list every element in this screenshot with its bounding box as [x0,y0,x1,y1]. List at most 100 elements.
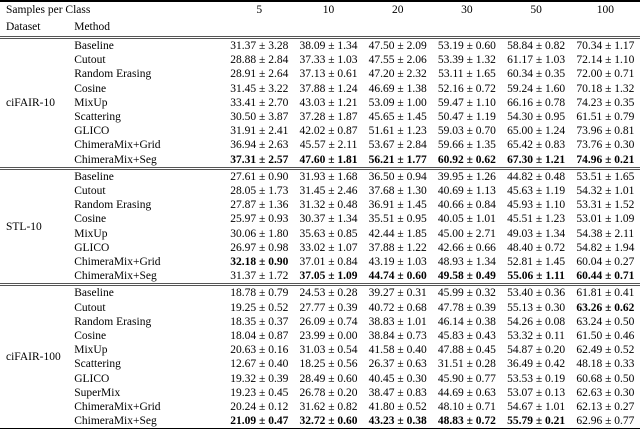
table-row: ciFAIR-100 Baseline 18.78 ± 0.79 24.53 ± 0.… [0,283,640,429]
table-row: Cosine 31.45 ± 3.22 37.88 ± 1.24 46.69 ± 1.… [0,82,640,96]
header-row-samples: Samples per Class 5 10 20 30 50 100 [0,1,640,19]
value-cell: 47.55 ± 2.06 [368,54,427,67]
value-cell: 62.63 ± 0.30 [576,386,635,399]
method-cell: Baseline [72,166,225,185]
value-cell: 45.99 ± 0.32 [432,283,502,301]
value-cell: 45.83 ± 0.43 [437,330,496,343]
samples-count-header: 10 [322,4,335,16]
value-cell: 40.45 ± 0.30 [368,372,427,385]
value-cell: 37.68 ± 1.30 [368,185,427,198]
table-row: STL-10 Baseline 27.61 ± 0.90 31.93 ± 1.68 36… [0,166,640,285]
value-cell: 59.66 ± 1.35 [437,139,496,152]
value-cell: 41.58 ± 0.40 [368,344,427,357]
value-cell: 54.32 ± 1.01 [576,185,635,198]
value-cell: 50.47 ± 1.19 [437,111,496,124]
header-row-dataset-method: Dataset Method [0,19,640,38]
samples-count-header: 20 [391,4,404,16]
value-cell: 27.87 ± 1.36 [230,199,289,212]
method-cell: MixUp [74,96,108,109]
value-cell: 26.78 ± 0.20 [299,386,358,399]
method-cell: Baseline [72,283,225,301]
value-cell: 30.50 ± 3.87 [230,111,289,124]
method-cell: ChimeraMix+Grid [74,139,161,152]
value-cell: 28.91 ± 2.64 [230,68,289,81]
value-cell: 18.35 ± 0.37 [230,315,289,328]
value-cell: 30.37 ± 1.34 [299,213,358,226]
samples-per-class-label: Samples per Class [6,4,91,16]
value-cell: 30.06 ± 1.80 [230,227,289,240]
value-cell: 60.04 ± 0.27 [576,256,635,269]
table-row: GLICO 26.97 ± 0.98 33.02 ± 1.07 37.88 ± 1.2… [0,241,640,255]
value-cell: 47.50 ± 2.09 [363,36,433,54]
value-cell: 63.24 ± 0.50 [576,315,635,328]
value-cell: 47.78 ± 0.39 [437,301,496,314]
value-cell: 47.60 ± 1.81 [299,153,358,166]
table-row: ciFAIR-10 Baseline 31.37 ± 3.28 38.09 ± 1.3… [0,36,640,169]
value-cell: 61.51 ± 0.79 [576,111,635,124]
value-cell: 74.23 ± 0.35 [576,96,635,109]
value-cell: 35.51 ± 0.95 [368,213,427,226]
value-cell: 40.05 ± 1.01 [437,213,496,226]
table-row: Scattering 12.67 ± 0.40 18.25 ± 0.56 26.37 … [0,357,640,371]
results-table-body: ciFAIR-10 Baseline 31.37 ± 3.28 38.09 ± 1.3… [0,36,640,429]
value-cell: 73.96 ± 0.81 [576,125,635,138]
table-row: GLICO 31.91 ± 2.41 42.02 ± 0.87 51.61 ± 1.2… [0,124,640,138]
value-cell: 53.07 ± 0.13 [507,386,566,399]
value-cell: 43.03 ± 1.21 [299,96,358,109]
value-cell: 27.61 ± 0.90 [224,166,294,185]
dataset-column-label: Dataset [6,21,41,33]
value-cell: 48.10 ± 0.71 [437,401,496,414]
value-cell: 31.45 ± 2.46 [299,185,358,198]
method-cell: Random Erasing [74,68,152,81]
value-cell: 53.53 ± 0.19 [507,372,566,385]
value-cell: 49.03 ± 1.34 [507,227,566,240]
value-cell: 72.00 ± 0.71 [576,68,635,81]
value-cell: 36.91 ± 1.45 [368,199,427,212]
value-cell: 32.72 ± 0.60 [299,415,358,428]
table-row: MixUp 30.06 ± 1.80 35.63 ± 0.85 42.44 ± 1.8… [0,227,640,241]
value-cell: 20.24 ± 0.12 [230,401,289,414]
value-cell: 46.14 ± 0.38 [437,315,496,328]
value-cell: 72.14 ± 1.10 [576,54,635,67]
header-spacer-cell [571,19,640,38]
header-spacer-cell [363,19,432,38]
value-cell: 65.42 ± 0.83 [507,139,566,152]
value-cell: 40.69 ± 1.13 [437,185,496,198]
value-cell: 67.30 ± 1.21 [507,153,566,166]
value-cell: 45.90 ± 0.77 [437,372,496,385]
header-spacer-cell [432,19,501,38]
value-cell: 60.44 ± 0.71 [576,270,635,283]
table-row: Cosine 25.97 ± 0.93 30.37 ± 1.34 35.51 ± 0.… [0,212,640,226]
value-cell: 31.93 ± 1.68 [293,166,364,185]
value-cell: 74.96 ± 0.21 [576,153,635,166]
method-cell: Scattering [74,111,121,124]
value-cell: 54.67 ± 1.01 [507,401,566,414]
table-row: ChimeraMix+Seg 21.09 ± 0.47 32.72 ± 0.60 43… [0,414,640,429]
table-row: MixUp 33.41 ± 2.70 43.03 ± 1.21 53.09 ± 1.0… [0,96,640,110]
table-row: Cutout 19.25 ± 0.52 27.77 ± 0.39 40.72 ± 0.… [0,301,640,315]
value-cell: 54.87 ± 0.20 [507,344,566,357]
dataset-cell: ciFAIR-100 [0,283,73,429]
table-row: GLICO 19.32 ± 0.39 28.49 ± 0.60 40.45 ± 0.3… [0,372,640,386]
value-cell: 45.63 ± 1.19 [507,185,566,198]
value-cell: 40.72 ± 0.68 [368,301,427,314]
value-cell: 44.74 ± 0.60 [368,270,427,283]
method-cell: GLICO [74,241,110,254]
value-cell: 45.00 ± 2.71 [437,227,496,240]
value-cell: 53.32 ± 0.11 [507,330,565,343]
samples-count-header: 50 [530,4,542,16]
value-cell: 66.16 ± 0.78 [507,96,566,109]
value-cell: 37.13 ± 0.61 [299,68,358,81]
value-cell: 31.45 ± 3.22 [230,82,289,95]
method-cell: Cosine [74,82,107,95]
table-row: MixUp 20.63 ± 0.16 31.03 ± 0.54 41.58 ± 0.4… [0,343,640,357]
value-cell: 39.95 ± 1.26 [432,166,502,185]
table-row: Cutout 28.88 ± 2.84 37.33 ± 1.03 47.55 ± 2.… [0,53,640,67]
value-cell: 60.92 ± 0.62 [437,153,496,166]
method-cell: SuperMix [74,386,121,399]
value-cell: 33.02 ± 1.07 [299,241,358,254]
value-cell: 54.30 ± 0.95 [507,111,566,124]
value-cell: 56.21 ± 1.77 [368,153,427,166]
value-cell: 49.58 ± 0.49 [437,270,496,283]
value-cell: 48.93 ± 1.34 [437,256,496,269]
